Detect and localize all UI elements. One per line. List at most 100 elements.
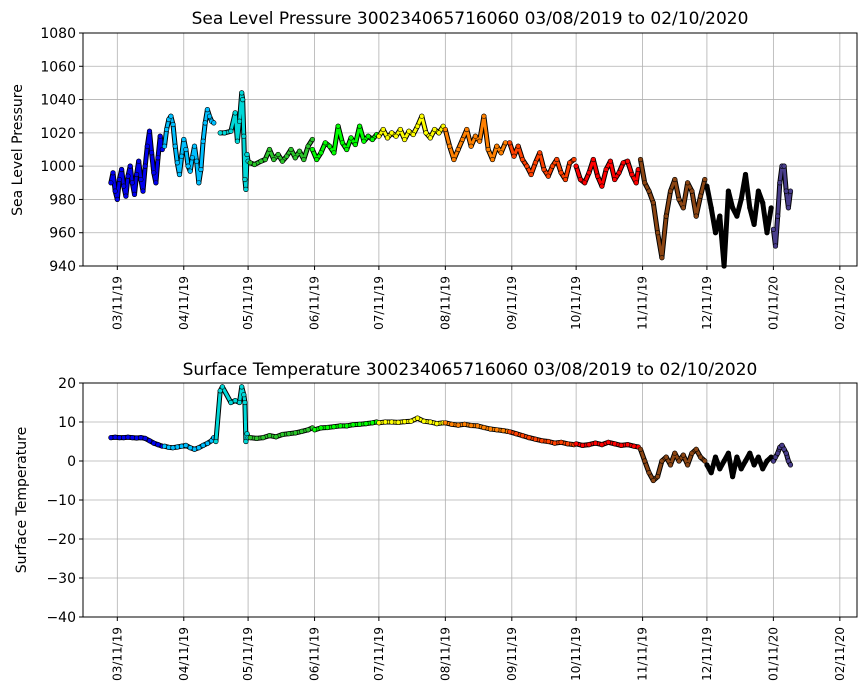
data-point [594, 173, 601, 179]
data-point [402, 136, 408, 143]
series [217, 90, 253, 192]
data-point [266, 146, 273, 153]
data-point [219, 384, 225, 390]
data-point [738, 196, 744, 202]
series [704, 450, 774, 480]
data-point [787, 462, 794, 468]
data-point [314, 156, 320, 163]
x-tick-label: 11/11/19 [636, 276, 650, 330]
data-point [654, 474, 661, 480]
data-point [693, 446, 699, 452]
data-point [693, 213, 699, 219]
data-point [427, 135, 433, 141]
data-point [734, 454, 740, 460]
data-point [217, 130, 223, 136]
data-point [558, 439, 564, 445]
data-point [590, 156, 596, 163]
data-point [161, 443, 168, 449]
data-point [423, 130, 429, 136]
data-point [138, 176, 144, 183]
series [704, 171, 774, 269]
x-tick-label: 07/11/19 [372, 627, 386, 681]
data-point [676, 196, 682, 202]
series [507, 140, 577, 183]
series-line [508, 142, 575, 181]
y-tick-label: 1060 [40, 59, 76, 75]
data-point [187, 168, 193, 174]
data-point [717, 213, 723, 219]
data-point [650, 200, 656, 206]
data-point [382, 419, 388, 425]
data-point [684, 180, 691, 186]
data-point [305, 143, 311, 149]
data-point [764, 230, 770, 236]
data-point [236, 118, 243, 124]
data-point [236, 399, 243, 406]
data-point [689, 450, 695, 456]
x-tick-label: 05/11/19 [241, 627, 255, 681]
x-tick-label: 04/11/19 [177, 627, 191, 681]
x-tick-label: 08/11/19 [438, 627, 452, 681]
data-point [121, 183, 127, 189]
data-point [781, 163, 787, 169]
data-point [770, 458, 777, 464]
data-point [234, 138, 240, 144]
data-point [747, 450, 753, 456]
data-point [564, 441, 571, 447]
data-point [179, 443, 185, 449]
data-point [760, 200, 766, 206]
series [247, 136, 316, 168]
data-point [432, 126, 438, 133]
data-point [241, 133, 247, 139]
data-point [680, 205, 686, 211]
data-point [712, 454, 719, 460]
data-point [489, 156, 496, 163]
y-tick-label: 1000 [40, 159, 76, 175]
x-tick-label: 04/11/19 [177, 276, 191, 330]
data-point [785, 205, 792, 211]
data-point [672, 450, 678, 456]
data-point [616, 170, 622, 176]
data-point [110, 170, 116, 176]
data-point [361, 138, 367, 144]
data-point [217, 388, 223, 394]
data-point [507, 429, 513, 435]
data-point [146, 128, 153, 134]
data-point [708, 470, 714, 476]
data-point [459, 136, 466, 143]
data-point [339, 140, 346, 146]
data-point [331, 424, 337, 430]
x-tick-label: 11/11/19 [636, 627, 650, 681]
data-point [168, 113, 174, 119]
data-point [494, 427, 500, 433]
data-point [449, 421, 455, 427]
data-point [247, 435, 253, 441]
data-point [447, 143, 453, 149]
data-point [646, 470, 652, 476]
data-point [312, 427, 318, 433]
data-point [116, 176, 122, 183]
y-tick-label: −30 [46, 571, 76, 587]
x-tick-label: 07/11/19 [372, 276, 386, 330]
data-point [134, 435, 140, 441]
data-point [697, 193, 704, 199]
data-point [787, 188, 794, 194]
data-point [164, 126, 170, 133]
y-tick-label: 20 [58, 376, 76, 392]
data-point [211, 120, 217, 126]
data-point [519, 433, 526, 439]
data-point [350, 422, 356, 428]
data-point [352, 141, 358, 148]
data-points [108, 90, 794, 269]
data-point [174, 160, 180, 166]
data-point [612, 441, 618, 447]
data-point [275, 151, 281, 158]
data-point [129, 180, 135, 186]
data-point [708, 205, 714, 211]
data-point [344, 423, 350, 429]
data-point [599, 442, 605, 448]
y-axis-label: Surface Temperature [14, 427, 30, 573]
data-point [191, 446, 198, 452]
data-point [123, 193, 129, 199]
data-point [239, 90, 245, 96]
